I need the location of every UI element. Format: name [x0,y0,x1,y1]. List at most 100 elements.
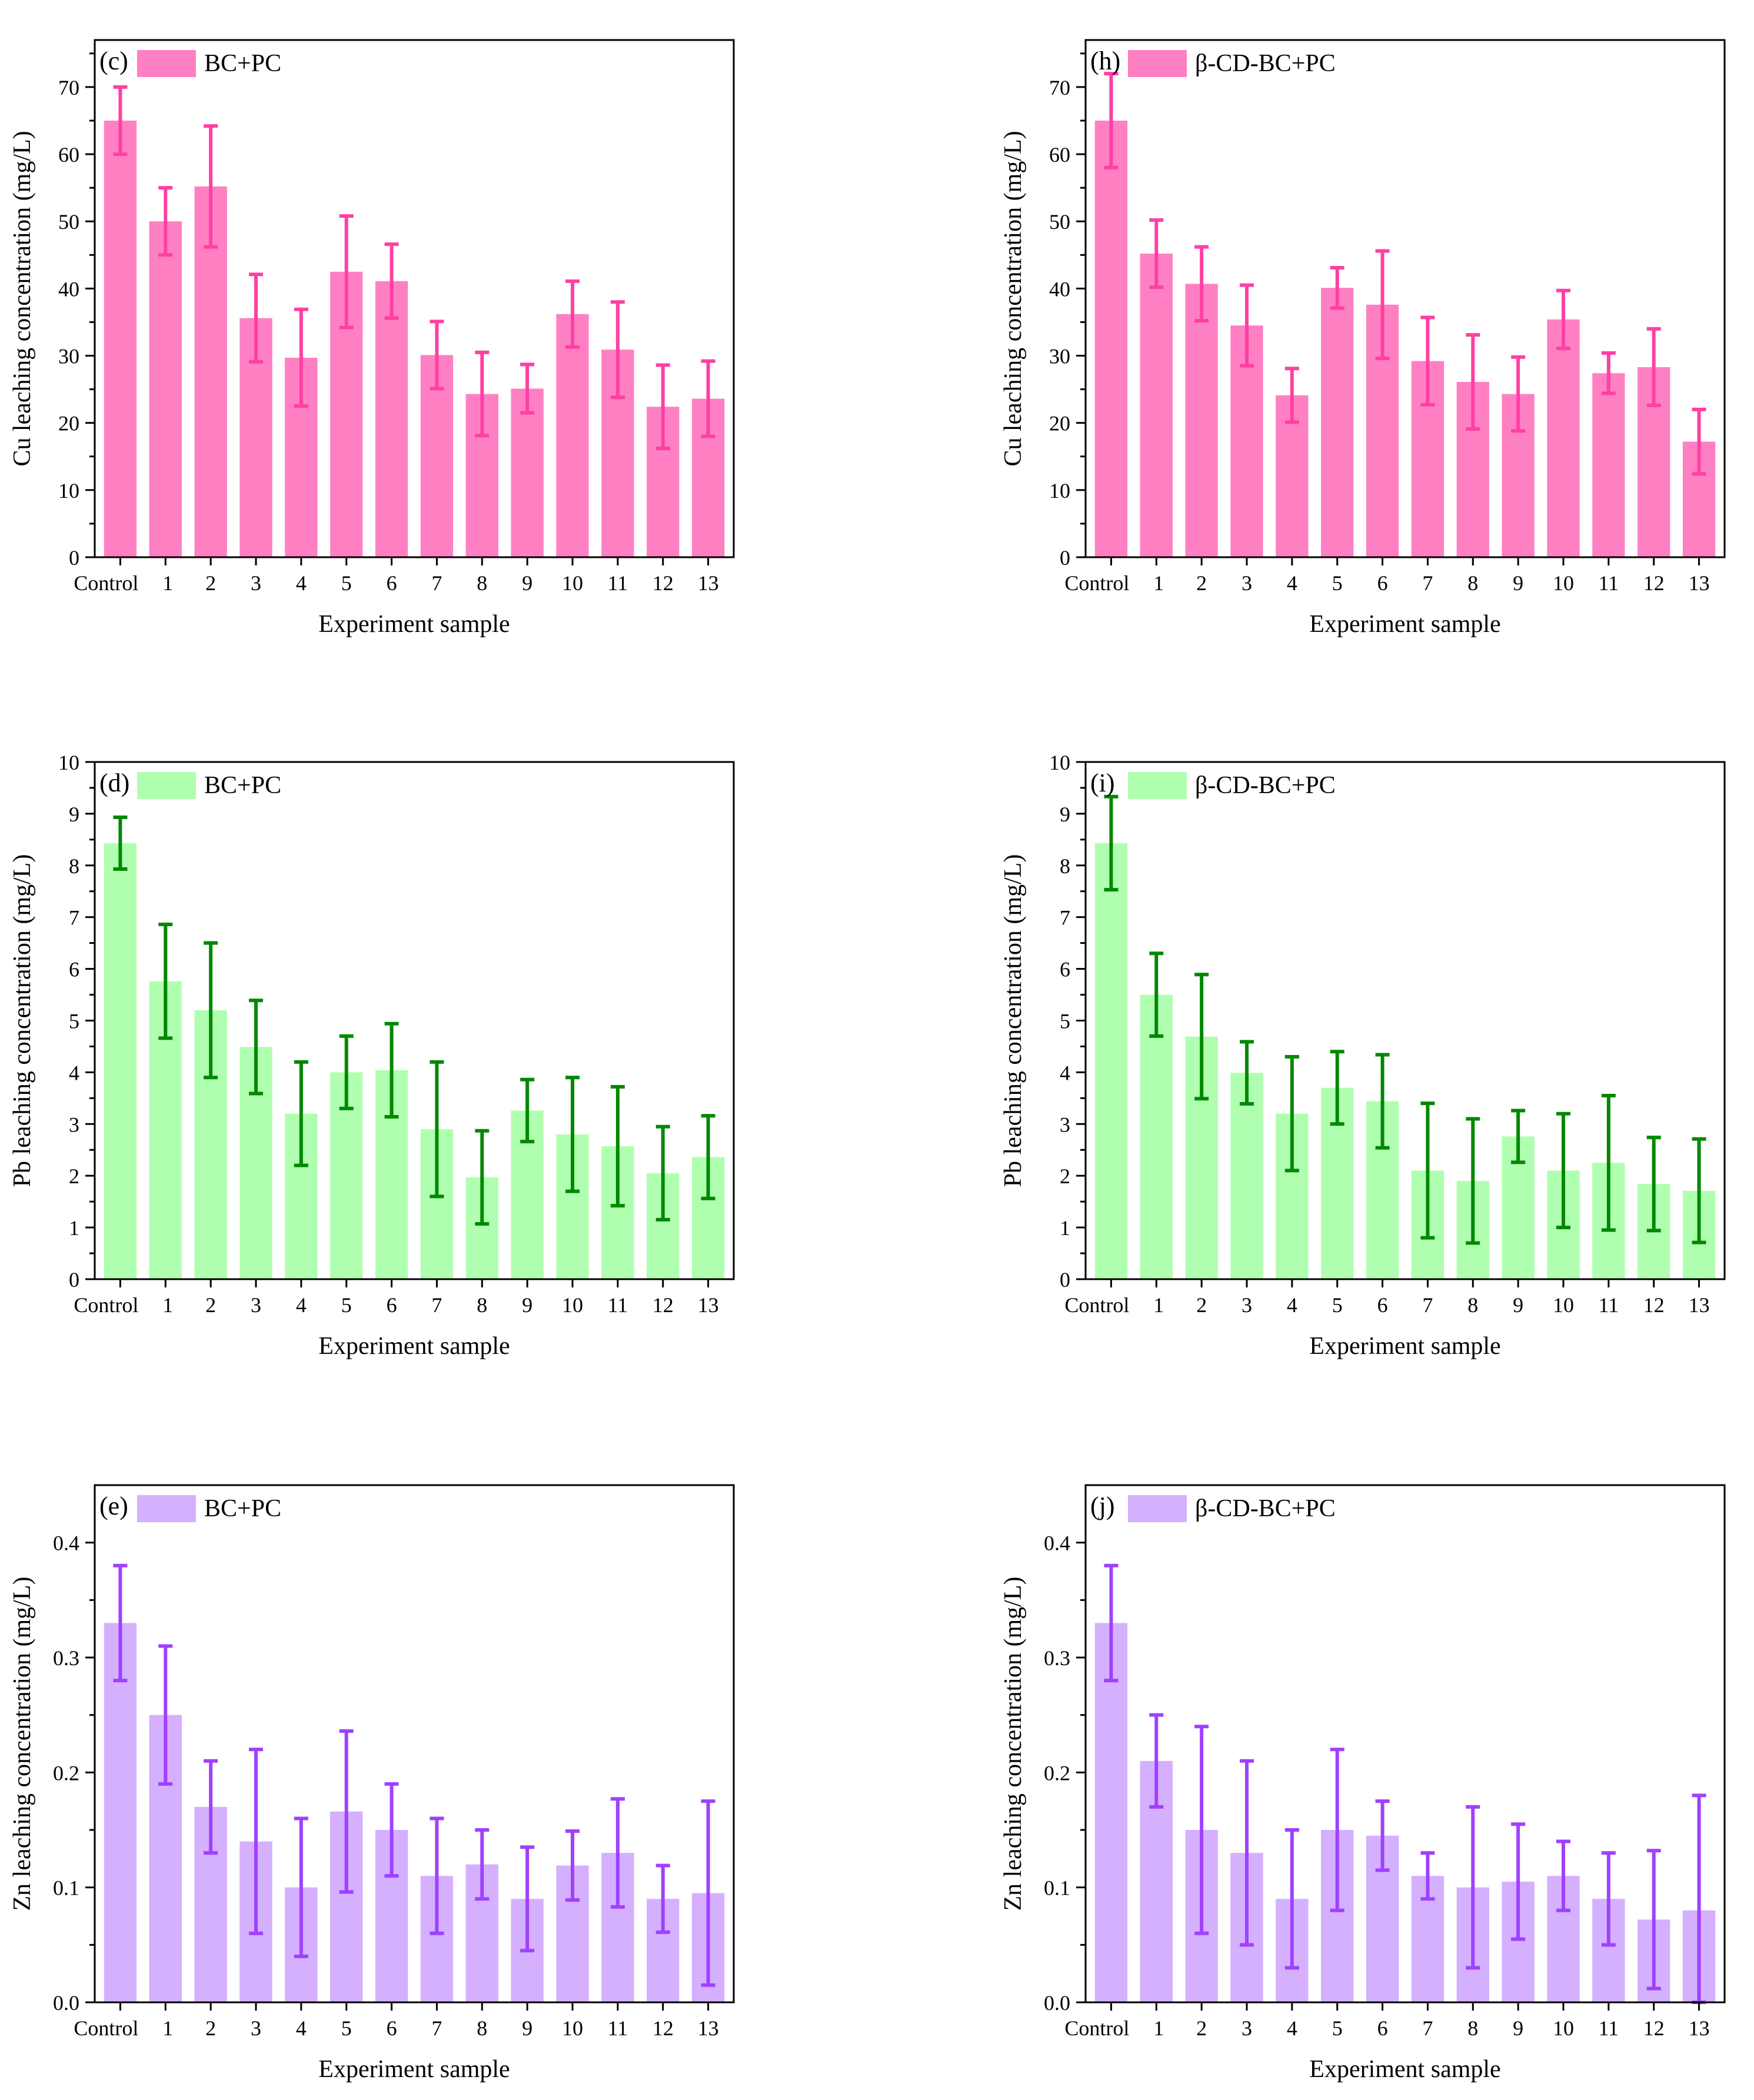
y-tick-label: 2 [1060,1164,1070,1188]
x-axis-label: Experiment sample [1309,1333,1500,1360]
x-tick-label: 11 [1599,571,1619,595]
x-tick-label: 3 [251,2016,261,2040]
bar [556,314,589,557]
y-tick-label: 3 [1060,1113,1070,1136]
x-tick-label: 12 [1643,571,1665,595]
x-tick-label: 7 [431,1293,442,1317]
x-tick-label: Control [1064,571,1129,595]
x-tick-label: 4 [296,2016,307,2040]
y-tick-label: 3 [69,1113,79,1136]
x-tick-label: 8 [477,2016,487,2040]
y-tick-label: 70 [58,76,79,99]
x-tick-label: 10 [1553,571,1574,595]
plot-frame [94,1484,735,2004]
y-tick-label: 0.3 [1044,1646,1070,1670]
legend-label: BC+PC [204,772,281,799]
x-tick-label: 13 [1689,2016,1710,2040]
x-tick-label: 3 [1242,2016,1252,2040]
y-axis-label: Pb leaching concentration (mg/L) [9,854,36,1187]
x-tick-label: 7 [1422,571,1433,595]
y-tick-label: 0.3 [53,1646,79,1670]
panel-label: (e) [99,1492,128,1520]
y-axis-label: Cu leaching concentration (mg/L) [9,131,36,466]
x-tick-label: 7 [1422,2016,1433,2040]
y-tick-label: 60 [58,143,79,167]
x-tick-label: 8 [477,571,487,595]
x-tick-label: 10 [1553,2016,1574,2040]
x-tick-label: 9 [522,571,532,595]
legend-swatch [1128,50,1187,77]
y-tick-label: 30 [1049,345,1070,368]
y-tick-label: 40 [1049,277,1070,301]
x-tick-label: 6 [1377,2016,1388,2040]
legend-swatch [137,772,196,799]
x-tick-label: 13 [698,571,719,595]
x-tick-label: 5 [1332,571,1343,595]
bar [375,281,408,557]
bar [1140,994,1173,1279]
y-tick-label: 6 [69,958,79,981]
y-axis-label: Cu leaching concentration (mg/L) [1000,131,1027,466]
panel-label: (c) [99,46,128,75]
x-tick-label: 12 [1643,1293,1665,1317]
x-tick-label: 11 [608,2016,628,2040]
legend-swatch [1128,772,1187,799]
y-tick-label: 5 [1060,1010,1070,1033]
y-tick-label: 20 [58,412,79,435]
x-tick-label: 12 [653,2016,674,2040]
y-tick-label: 40 [58,277,79,301]
y-tick-label: 10 [58,751,79,774]
legend-swatch [137,1495,196,1522]
x-tick-label: 10 [562,2016,583,2040]
x-tick-label: 3 [251,1293,261,1317]
bar [1321,288,1354,557]
y-tick-label: 9 [1060,803,1070,826]
x-tick-label: 7 [1422,1293,1433,1317]
y-axis-label: Pb leaching concentration (mg/L) [1000,854,1027,1187]
x-tick-label: 4 [1287,571,1297,595]
x-tick-label: 5 [341,571,352,595]
x-tick-label: 9 [1513,1293,1523,1317]
legend-swatch [137,50,196,77]
x-tick-label: 9 [1513,571,1523,595]
y-tick-label: 4 [1060,1061,1070,1084]
legend-label: β-CD-BC+PC [1195,50,1336,77]
y-tick-label: 1 [69,1216,79,1240]
y-tick-label: 0.2 [1044,1761,1070,1785]
x-tick-label: 1 [1153,2016,1164,2040]
plot-frame [1084,1484,1726,2004]
x-tick-label: 9 [522,1293,532,1317]
x-axis-label: Experiment sample [1309,2056,1500,2083]
bar [1094,120,1128,558]
x-tick-label: Control [1064,1293,1129,1317]
x-tick-label: 8 [1467,571,1478,595]
y-tick-label: 60 [1049,143,1070,167]
x-tick-label: 8 [1467,1293,1478,1317]
bar [1185,284,1218,557]
y-tick-label: 1 [1060,1216,1070,1240]
x-tick-label: 11 [1599,1293,1619,1317]
x-tick-label: 5 [1332,2016,1343,2040]
x-tick-label: 13 [698,1293,719,1317]
y-tick-label: 5 [69,1010,79,1033]
x-axis-label: Experiment sample [318,2056,510,2083]
y-tick-label: 0 [69,546,79,570]
bar [104,120,137,558]
bar [1094,1623,1128,2002]
y-axis-label: Zn leaching concentration (mg/L) [9,1577,36,1911]
x-tick-label: 5 [341,1293,352,1317]
y-tick-label: 7 [1060,906,1070,930]
x-tick-label: 9 [1513,2016,1523,2040]
x-tick-label: 8 [477,1293,487,1317]
y-tick-label: 70 [1049,76,1070,99]
x-tick-label: 6 [1377,1293,1388,1317]
x-axis-label: Experiment sample [318,611,510,638]
y-tick-label: 0.0 [53,1991,79,2015]
y-tick-label: 0.1 [53,1876,79,1900]
y-axis-label: Zn leaching concentration (mg/L) [1000,1577,1027,1911]
